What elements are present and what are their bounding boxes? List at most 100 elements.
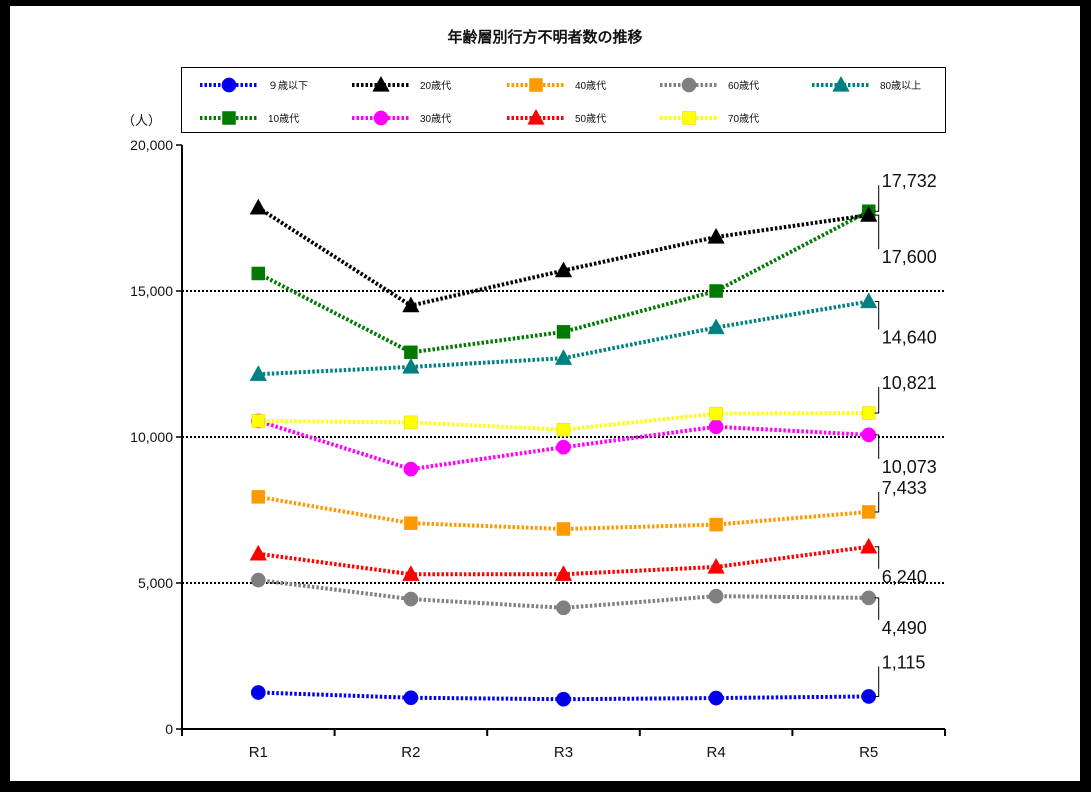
y-tick-label: 20,000 (130, 137, 173, 153)
chart-title: 年齢層別行方不明者数の推移 (447, 28, 643, 46)
annotation-label: 10,073 (882, 457, 937, 477)
series-line-7 (258, 411, 869, 432)
data-point (708, 588, 724, 604)
data-point (861, 204, 876, 218)
data-point (861, 689, 877, 704)
annotation-leader (874, 185, 880, 212)
legend-label: 10歳代 (268, 113, 299, 125)
annotation-leader (874, 546, 880, 569)
data-point (249, 198, 267, 215)
data-point (708, 419, 724, 435)
series-line-5 (258, 544, 869, 577)
data-point (556, 691, 571, 707)
data-point (250, 572, 266, 588)
series-line-8 (258, 299, 870, 377)
data-point (251, 266, 266, 281)
legend-swatch-marker (832, 75, 850, 92)
x-tick-label: R3 (554, 744, 573, 761)
annotation-label: 4,490 (882, 618, 927, 638)
annotation-leader (874, 301, 880, 330)
data-point (861, 590, 877, 606)
legend-label: 20歳代 (420, 80, 451, 92)
x-tick-label: R5 (859, 744, 878, 761)
data-point (709, 406, 723, 421)
x-tick-label: R4 (707, 744, 726, 761)
data-point (861, 406, 876, 420)
data-point (554, 349, 573, 365)
data-point (709, 284, 723, 298)
data-point (861, 505, 876, 519)
annotation-label: 17,600 (882, 247, 937, 267)
legend-swatch-marker (373, 110, 389, 126)
annotation-leader (874, 214, 880, 250)
legend-swatch-marker (681, 77, 697, 93)
y-tick-label: 15,000 (130, 283, 173, 299)
series-line-0 (258, 690, 869, 702)
data-point (249, 544, 267, 561)
data-point (404, 415, 418, 430)
legend-swatch-marker (372, 75, 390, 92)
series-line-3 (257, 419, 869, 472)
data-point (250, 685, 266, 700)
legend-swatch-marker (682, 111, 696, 125)
legend-label: 70歳代 (728, 113, 759, 125)
data-point (554, 261, 573, 278)
data-point (403, 690, 419, 706)
y-tick-label: 5,000 (138, 575, 173, 591)
data-point (707, 227, 725, 244)
x-tick-label: R1 (249, 744, 268, 761)
annotation-label: 1,115 (882, 652, 926, 672)
data-point (250, 413, 266, 429)
data-point (707, 318, 725, 335)
data-point (860, 206, 878, 222)
legend-swatch-marker (222, 111, 236, 125)
data-point (402, 565, 420, 581)
series-line-1 (257, 209, 870, 355)
data-point (861, 427, 877, 443)
data-point (402, 296, 420, 313)
series-line-6 (258, 578, 869, 610)
data-point (554, 565, 573, 581)
legend-label: 60歳代 (728, 80, 759, 92)
legend-swatch-marker (529, 78, 543, 92)
annotation-label: 17,732 (882, 171, 937, 191)
data-point (556, 325, 571, 339)
data-point (404, 516, 418, 530)
legend-label: ９歳以下 (268, 80, 308, 92)
legend-swatch-marker (221, 77, 237, 93)
chart-frame: 年齢層別行方不明者数の推移 （人） ９歳以下 20歳代 40歳代 60歳代 80歳以上 1… (10, 6, 1080, 781)
series-line-2 (257, 206, 869, 308)
data-point (251, 490, 266, 504)
legend-label: 30歳代 (420, 113, 451, 125)
series-line-4 (257, 494, 869, 531)
annotation-leader (874, 387, 880, 414)
annotation-label: 6,240 (882, 567, 927, 587)
y-axis-unit: （人） (122, 114, 162, 129)
annotation-label: 10,821 (882, 373, 937, 393)
annotation-leader (874, 491, 880, 513)
data-point (404, 345, 418, 360)
data-point (403, 461, 419, 477)
data-point (249, 365, 267, 381)
data-point (556, 600, 571, 616)
data-point (707, 557, 725, 574)
legend-svg: ９歳以下 20歳代 40歳代 60歳代 80歳以上 10歳代 30歳代 50歳代 70歳代 (200, 75, 921, 126)
x-tick-label: R2 (401, 744, 420, 761)
data-point (402, 357, 420, 374)
annotation-leader (874, 434, 880, 459)
data-point (403, 591, 419, 607)
data-point (556, 522, 571, 536)
annotation-label: 7,433 (882, 478, 927, 498)
legend: ９歳以下 20歳代 40歳代 60歳代 80歳以上 10歳代 30歳代 50歳代 70歳代 (181, 67, 946, 133)
annotation-label: 14,640 (882, 328, 937, 348)
annotation-leader (874, 597, 880, 620)
legend-swatch-marker (527, 108, 545, 125)
data-point (709, 517, 723, 532)
data-point (860, 537, 878, 554)
y-tick-label: 0 (165, 721, 173, 737)
legend-label: 50歳代 (575, 113, 606, 125)
data-point (556, 422, 571, 437)
legend-label: 80歳以上 (880, 80, 921, 92)
annotation-leader (874, 666, 880, 697)
y-tick-label: 10,000 (130, 429, 173, 445)
